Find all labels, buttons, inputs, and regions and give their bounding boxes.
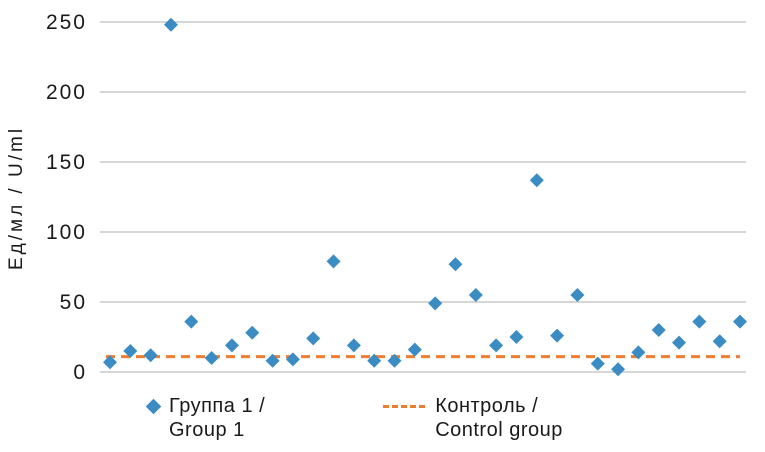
svg-text:100: 100 (46, 221, 87, 244)
scatter-point (448, 257, 463, 272)
scatter-point (326, 254, 341, 269)
svg-text:0: 0 (73, 361, 87, 384)
svg-text:150: 150 (46, 151, 87, 174)
scatter-point (529, 173, 544, 188)
scatter-point (733, 314, 747, 329)
scatter-point (387, 353, 402, 368)
scatter-point (224, 338, 239, 353)
scatter-point (631, 345, 646, 360)
plot-area: Ед/мл / U/ml 0 50 100 150 200 250 (6, 11, 747, 384)
gridlines (100, 21, 746, 373)
scatter-point (590, 356, 605, 371)
scatter-point (509, 330, 524, 344)
scatter-point (367, 353, 382, 368)
scatter-point (550, 328, 565, 343)
legend-label-group1: Группа 1 / Group 1 (169, 395, 266, 442)
legend-item-group1: Группа 1 / Group 1 (145, 394, 266, 443)
legend-item-control: Контроль / Control group (383, 394, 563, 443)
chart-legend: Группа 1 / Group 1 Контроль / Control gr… (145, 394, 563, 443)
scatter-point (306, 331, 321, 346)
scatter-point (428, 296, 443, 311)
scatter-point (245, 325, 260, 340)
scatter-point (712, 334, 727, 349)
scatter-point (489, 338, 504, 353)
scatter-point (468, 288, 483, 302)
svg-text:50: 50 (60, 291, 87, 314)
svg-text:200: 200 (46, 81, 87, 104)
dashed-line-icon (383, 405, 426, 408)
data-points (103, 17, 747, 377)
scatter-point (265, 353, 280, 368)
scatter-point (103, 355, 117, 370)
scatter-point (570, 288, 585, 302)
scatter-point (184, 314, 199, 329)
y-axis-title: Ед/мл / U/ml (6, 126, 27, 270)
legend-label-control: Контроль / Control group (435, 395, 563, 442)
scatter-point (346, 338, 361, 353)
scatter-point (204, 351, 219, 365)
scatter-point (611, 362, 626, 377)
scatter-point (672, 335, 687, 350)
scatter-point (123, 344, 138, 358)
svg-text:250: 250 (46, 11, 87, 34)
scatter-point (285, 352, 300, 367)
scatter-point (651, 323, 666, 337)
diamond-marker-icon (145, 398, 162, 415)
scatter-point (692, 314, 707, 329)
y-axis-tick-labels: 0 50 100 150 200 250 (46, 11, 87, 384)
scatter-point (407, 342, 422, 357)
scatter-point (163, 17, 178, 32)
scatter-point (143, 348, 158, 363)
